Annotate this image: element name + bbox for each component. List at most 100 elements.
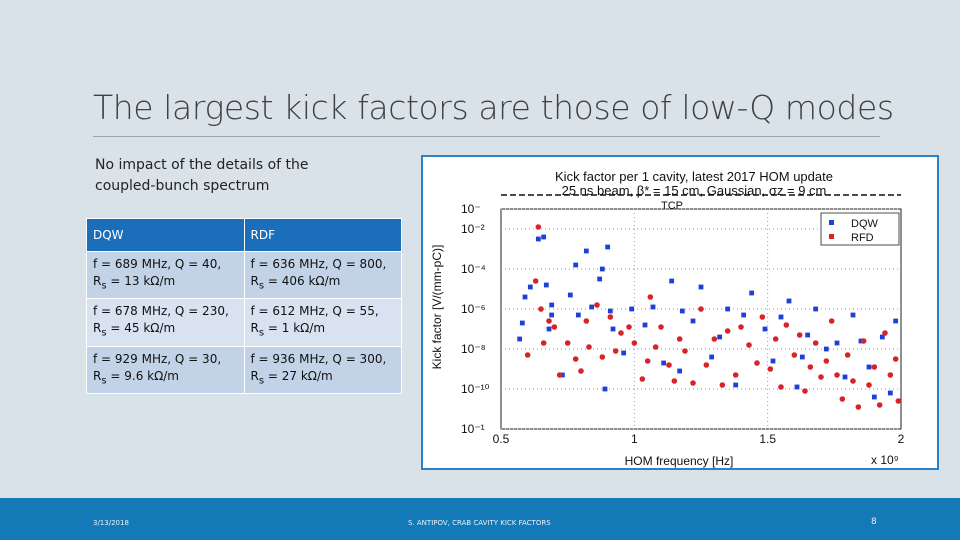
y-tick-label: 10⁻⁴ — [461, 262, 486, 276]
rfd-data-point — [850, 378, 856, 384]
dqw-data-point — [842, 374, 848, 380]
rfd-data-point — [644, 358, 651, 364]
table-row: f = 689 MHz, Q = 40, Rs = 13 kΩ/m f = 63… — [86, 250, 402, 300]
x-tick-label: 2 — [898, 432, 905, 446]
rfd-data-point — [860, 338, 867, 344]
rfd-data-point — [538, 306, 544, 312]
rfd-data-point — [767, 366, 774, 372]
cell-r-sub: s — [258, 280, 265, 292]
dqw-data-point — [871, 394, 877, 400]
dqw-data-point — [517, 336, 523, 342]
table-cell: f = 612 MHz, Q = 55, Rs = 1 kΩ/m — [243, 298, 402, 347]
y-tick-label: 10⁻² — [461, 222, 485, 236]
dqw-data-point — [522, 294, 528, 300]
legend-marker-rfd — [829, 234, 834, 239]
rfd-data-point — [546, 318, 552, 324]
cell-r-value: = 1 kΩ/m — [264, 321, 326, 336]
rfd-data-point — [834, 372, 840, 378]
rfd-data-point — [618, 330, 624, 336]
cell-r: R — [250, 274, 259, 288]
rfd-data-point — [647, 294, 654, 300]
dqw-data-point — [786, 298, 792, 304]
dqw-data-point — [597, 276, 603, 282]
cell-r-value: = 45 kΩ/m — [106, 321, 176, 336]
rfd-data-point — [828, 318, 835, 324]
slide-title: The largest kick factors are those of lo… — [93, 88, 894, 127]
dqw-data-point — [690, 318, 696, 324]
rfd-data-point — [818, 374, 824, 380]
dqw-data-point — [629, 306, 635, 312]
legend-label-rfd: RFD — [851, 232, 874, 244]
footer-center-text: S. ANTIPOV, CRAB CAVITY KICK FACTORS — [408, 519, 551, 527]
rfd-data-point — [839, 396, 846, 402]
chart-title-line-1: Kick factor per 1 cavity, latest 2017 HO… — [555, 169, 833, 184]
tcp-label: TCP — [661, 200, 683, 212]
dqw-data-point — [799, 354, 805, 360]
dqw-data-point — [823, 346, 829, 352]
dqw-data-point — [661, 360, 667, 366]
rfd-data-point — [682, 348, 688, 354]
dqw-data-point — [805, 332, 811, 338]
dqw-data-point — [519, 320, 525, 326]
rfd-data-point — [796, 332, 803, 338]
dqw-data-point — [850, 312, 856, 318]
dqw-data-point — [583, 248, 589, 254]
rfd-data-point — [876, 402, 883, 408]
dqw-data-point — [549, 312, 555, 318]
rfd-data-point — [719, 382, 726, 388]
rfd-data-point — [578, 368, 584, 374]
rfd-data-point — [812, 340, 819, 346]
cell-r: R — [250, 368, 259, 383]
rfd-data-point — [738, 324, 744, 330]
rfd-data-point — [823, 358, 830, 364]
rfd-data-point — [855, 404, 862, 410]
rfd-data-point — [724, 328, 731, 334]
header-dqw: DQW — [86, 218, 245, 252]
legend-box — [820, 212, 900, 246]
table-cell: f = 636 MHz, Q = 800, Rs = 406 kΩ/m — [243, 250, 402, 300]
chart-title-line-2: 25 ns beam, β* = 15 cm, Gaussian, σz = 9… — [562, 183, 827, 198]
rfd-data-point — [540, 340, 547, 346]
dqw-data-point — [725, 306, 731, 312]
cell-freq: f = 612 MHz, Q = 55, — [250, 304, 379, 319]
rfd-data-point — [844, 352, 851, 358]
y-tick-label: 10⁻¹⁰ — [461, 382, 490, 396]
rfd-data-point — [551, 324, 558, 330]
rfd-data-point — [778, 384, 784, 390]
cell-r-value: = 27 kΩ/m — [264, 368, 333, 383]
rfd-data-point — [892, 356, 899, 362]
rfd-data-point — [564, 340, 571, 346]
dqw-data-point — [573, 262, 579, 268]
rfd-data-point — [652, 344, 659, 350]
x-tick-label: 0.5 — [493, 432, 510, 446]
rfd-data-point — [607, 314, 614, 320]
y-tick-label: 10⁻⁶ — [461, 302, 486, 316]
rfd-data-point — [711, 336, 718, 342]
dqw-data-point — [527, 284, 533, 290]
header-rdf: RDF — [243, 218, 402, 252]
table-cell: f = 689 MHz, Q = 40, Rs = 13 kΩ/m — [86, 250, 245, 300]
rfd-data-point — [586, 344, 592, 350]
cell-r-value: = 13 kΩ/m — [106, 274, 176, 288]
kick-factor-chart: Kick factor per 1 cavity, latest 2017 HO… — [430, 169, 905, 468]
table-row: f = 929 MHz, Q = 30, Rs = 9.6 kΩ/m f = 9… — [86, 345, 402, 395]
dqw-data-point — [866, 364, 872, 370]
y-tick-label: 10⁻¹ — [461, 422, 485, 436]
rfd-data-point — [732, 372, 739, 378]
dqw-data-point — [541, 234, 547, 240]
rfd-data-point — [807, 364, 814, 370]
dqw-data-point — [893, 318, 899, 324]
rfd-data-point — [639, 376, 646, 382]
subtitle-line-1: No impact of the details of the — [95, 157, 309, 173]
dqw-data-point — [709, 354, 715, 360]
rfd-data-point — [524, 352, 531, 358]
dqw-data-point — [679, 308, 685, 314]
cell-freq: f = 678 MHz, Q = 230, — [93, 304, 229, 319]
rfd-data-point — [594, 302, 600, 308]
plot-area: 0.5 1 1.5 2 10⁻¹ 10⁻¹⁰ 10⁻⁸ 10⁻⁶ 10⁻⁴ 10⁻² 10⁻ TCP D… — [461, 194, 905, 446]
dqw-data-point — [650, 304, 656, 310]
dqw-data-point — [733, 382, 739, 388]
dqw-data-point — [607, 308, 613, 314]
dqw-data-point — [717, 334, 723, 340]
rfd-data-point — [690, 380, 696, 386]
